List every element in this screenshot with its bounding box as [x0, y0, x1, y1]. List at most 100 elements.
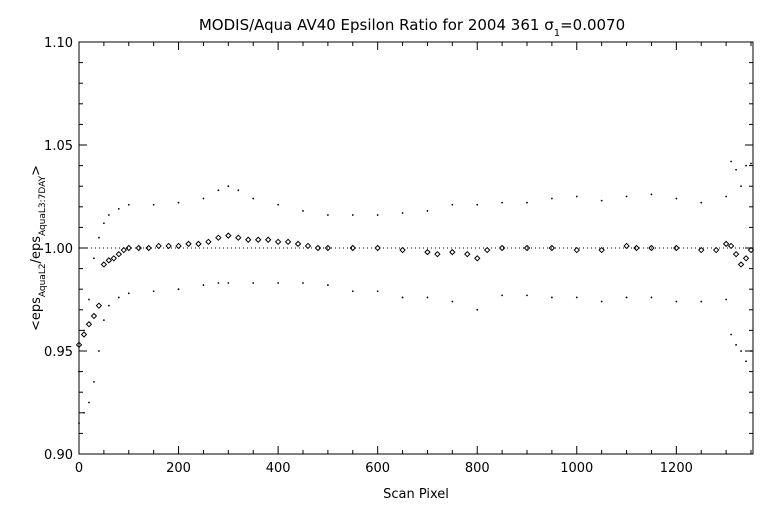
y-tick-label: 1.05: [44, 139, 73, 154]
chart-title: MODIS/Aqua AV40 Epsilon Ratio for 2004 3…: [199, 16, 625, 39]
upper-bound-point: [550, 197, 553, 200]
upper-bound-point: [675, 197, 678, 200]
mean-point: [483, 246, 491, 254]
mean-point: [125, 244, 132, 252]
mean-point: [698, 246, 705, 254]
upper-bound-point: [302, 210, 304, 212]
y-label-sub1: AquaL2: [38, 263, 48, 297]
mean-point: [464, 250, 471, 258]
mean-point: [155, 242, 162, 250]
upper-bound-point: [117, 207, 120, 210]
upper-bound-point: [93, 257, 95, 260]
lower-bound-point: [152, 290, 155, 293]
lower-bound-point: [550, 296, 553, 299]
lower-bound-point: [650, 296, 653, 299]
lower-bound-point: [675, 300, 678, 303]
mean-point: [165, 242, 172, 250]
mean-point: [314, 244, 322, 252]
lower-bound-point: [177, 288, 180, 291]
x-tick-label: 600: [365, 461, 390, 476]
x-tick-label: 0: [75, 461, 83, 476]
upper-bound-point: [217, 189, 220, 192]
mean-point: [633, 244, 640, 252]
upper-bound-point: [78, 370, 80, 373]
mean-point: [399, 246, 406, 254]
mean-point: [75, 341, 83, 349]
upper-bound-point: [202, 197, 205, 200]
lower-bound-point: [476, 308, 479, 311]
upper-bound-point: [98, 236, 100, 239]
y-label-suffix: >: [29, 165, 44, 176]
mean-point: [374, 244, 381, 252]
mean-point: [254, 236, 262, 243]
lower-bound-point: [88, 401, 90, 404]
upper-bound-point: [107, 214, 110, 216]
mean-point: [95, 302, 103, 309]
mean-point: [284, 238, 292, 246]
mean-point: [195, 240, 202, 248]
upper-bound-point: [88, 298, 90, 301]
upper-bound-point: [376, 214, 379, 216]
upper-bound-point: [575, 195, 578, 198]
upper-bound-point: [650, 193, 653, 196]
mean-point: [135, 244, 142, 252]
upper-bound-point: [401, 212, 404, 214]
x-tick-label: 1000: [560, 461, 593, 476]
mean-point: [115, 250, 123, 258]
upper-bound-point: [152, 203, 155, 206]
y-axis-ticks: 0.90 0.95 1.00 1.05 1.10: [44, 36, 753, 463]
mean-point: [274, 238, 282, 246]
lower-bound-point: [376, 290, 379, 293]
lower-bound-point: [725, 298, 728, 301]
lower-bound-point: [117, 296, 120, 299]
lower-bound-point: [600, 300, 603, 303]
upper-bound-point: [600, 199, 603, 202]
lower-bound-point: [700, 300, 703, 303]
upper-bound-point: [277, 203, 280, 206]
mean-point: [90, 312, 98, 320]
lower-bound-point: [102, 319, 105, 321]
lower-bound-point: [351, 290, 354, 293]
y-tick-label: 0.95: [44, 345, 73, 360]
upper-bound-point: [426, 210, 429, 212]
mean-point: [100, 261, 108, 268]
lower-bound-point: [740, 350, 742, 352]
lower-bound-point: [426, 296, 429, 299]
mean-point: [225, 232, 232, 239]
chart-title-sigma-sub: 1: [554, 28, 560, 39]
mean-point: [80, 331, 88, 338]
mean-point: [324, 244, 332, 252]
upper-bound-point: [326, 214, 329, 216]
upper-bound-point: [750, 162, 752, 165]
upper-bound-point: [725, 195, 728, 198]
lower-bound-point: [107, 304, 110, 307]
mean-point: [175, 242, 182, 250]
lower-bound-point: [526, 294, 528, 297]
data-points: [75, 160, 755, 424]
mean-point: [235, 234, 242, 241]
lower-bound-point: [625, 296, 628, 299]
mean-point: [145, 244, 152, 252]
mean-point: [523, 244, 531, 252]
upper-bound-point: [526, 201, 528, 204]
y-tick-label: 0.90: [44, 448, 73, 463]
x-tick-label: 200: [166, 461, 191, 476]
mean-point: [304, 242, 312, 250]
mean-point: [264, 236, 272, 243]
mean-point: [548, 244, 556, 252]
mean-point: [732, 250, 740, 258]
upper-bound-point: [252, 197, 255, 200]
x-tick-label: 800: [465, 461, 490, 476]
y-axis-label: <epsAquaL2/epsAquaL3:7DAY>: [29, 165, 48, 331]
mean-point: [205, 238, 212, 246]
upper-bound-point: [127, 203, 130, 206]
mean-point: [722, 240, 730, 248]
mean-point: [449, 248, 456, 256]
lower-bound-point: [501, 294, 504, 297]
upper-bound-point: [700, 201, 703, 204]
upper-bound-point: [625, 195, 628, 198]
mean-point: [349, 244, 356, 252]
y-label-sub2: AquaL3:7DAY: [38, 175, 48, 236]
mean-point: [294, 240, 302, 248]
upper-bound-point: [351, 214, 354, 216]
